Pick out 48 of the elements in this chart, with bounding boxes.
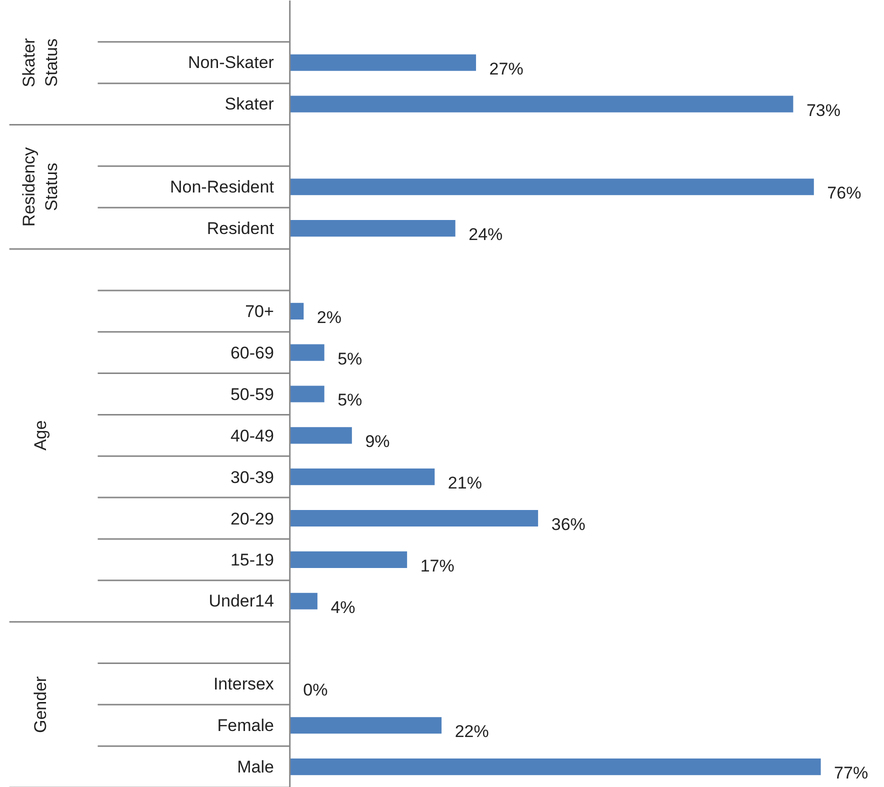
data-label: 73% (806, 100, 841, 120)
y-tick-label: Intersex (213, 674, 274, 694)
data-label: 77% (834, 764, 868, 783)
y-tick-label: Under14 (208, 592, 274, 611)
data-label: 36% (551, 514, 586, 534)
bar (290, 427, 352, 444)
data-label: 27% (489, 59, 524, 78)
y-tick-label: 50-59 (230, 385, 274, 404)
text: Residency Status (19, 146, 62, 227)
bar (290, 386, 324, 402)
data-label: 5% (338, 390, 362, 410)
y-tick-label: 30-39 (230, 468, 274, 487)
bar (290, 54, 476, 71)
data-label: 76% (827, 184, 862, 203)
y-tick-label: Resident (206, 218, 274, 238)
y-tick-label: 60-69 (230, 344, 274, 363)
bar (290, 468, 435, 486)
data-label: 22% (454, 722, 489, 742)
bar (290, 592, 318, 610)
bar (290, 302, 304, 320)
data-label: 24% (468, 225, 503, 244)
y-tick-label: 15-19 (230, 550, 274, 570)
bar (290, 220, 456, 237)
data-label: 2% (316, 308, 342, 327)
text: Skater Status (19, 38, 62, 88)
data-label: 0% (303, 680, 328, 700)
text: Gender (30, 676, 50, 734)
y-tick-label: Non-Resident (170, 177, 274, 196)
bar (290, 758, 821, 776)
y-tick-label: 70+ (245, 302, 274, 322)
text: Age (30, 420, 50, 451)
bar (290, 510, 538, 527)
data-label: 9% (365, 432, 390, 452)
y-tick-label: Female (217, 716, 274, 735)
bar (290, 551, 408, 568)
y-tick-label: 40-49 (230, 426, 274, 446)
data-label: 4% (330, 598, 356, 617)
bar (290, 96, 794, 112)
y-tick-label: Male (237, 757, 274, 776)
data-label: 5% (338, 349, 362, 368)
y-tick-label: 20-29 (230, 509, 274, 528)
bar (290, 178, 814, 196)
y-tick-label: Skater (224, 94, 274, 114)
y-tick-label: Non-Skater (188, 53, 274, 72)
data-label: 21% (448, 474, 482, 493)
data-label: 17% (420, 556, 454, 576)
bar (290, 344, 324, 361)
bar (290, 717, 442, 734)
